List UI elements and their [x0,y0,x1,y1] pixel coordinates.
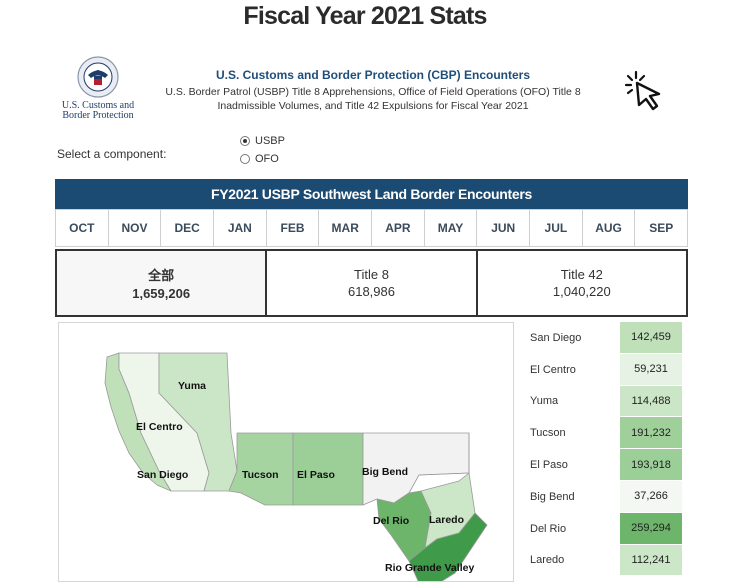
sector-map-svg: Yuma El Centro San Diego Tucson El Paso … [104,352,488,581]
sector-table: San Diego 142,459 El Centro 59,231 Yuma … [522,322,682,577]
tab-nov[interactable]: NOV [107,209,162,247]
header-subtitle-line2: Inadmissible Volumes, and Title 42 Expul… [217,100,529,112]
total-title8-cell[interactable]: Title 8 618,986 [265,251,475,315]
tab-may[interactable]: MAY [423,209,478,247]
radio-label-usbp: USBP [255,135,285,147]
sector-name: Yuma [530,395,559,408]
month-tabs: OCT NOV DEC JAN FEB MAR APR MAY JUN JUL … [55,209,689,247]
logo-text-line1: U.S. Customs and [61,100,135,111]
sector-name: Del Rio [530,522,567,535]
sector-row[interactable]: Laredo 112,241 [522,544,682,577]
sector-name: Big Bend [530,490,575,503]
click-cursor-icon [622,68,668,112]
header-block: U.S. Customs and Border Protection (CBP)… [148,68,598,113]
total-title42-label: Title 42 [560,267,603,282]
total-title42-cell[interactable]: Title 42 1,040,220 [475,251,686,315]
radio-label-ofo: OFO [255,153,279,165]
logo-text-line2: Border Protection [62,110,134,121]
sector-value: 59,231 [620,353,682,386]
component-select-label: Select a component: [57,147,167,161]
sector-name: Laredo [530,554,565,567]
map-sector-north-texas [418,432,470,476]
sector-value: 114,488 [620,385,682,418]
tab-apr[interactable]: APR [371,209,425,247]
map-label-el-centro: El Centro [136,421,183,433]
total-all-label: 全部 [148,268,175,283]
totals-row: 全部 1,659,206 Title 8 618,986 Title 42 1,… [55,249,688,317]
sector-row[interactable]: San Diego 142,459 [522,322,682,354]
sector-row[interactable]: El Paso 193,918 [522,449,682,481]
sector-name: San Diego [530,331,582,344]
page-title: Fiscal Year 2021 Stats [243,2,487,30]
sector-value: 259,294 [620,512,682,545]
sector-value: 37,266 [620,480,682,513]
sector-value: 191,232 [620,417,682,450]
total-title42-value: 1,040,220 [552,284,611,299]
total-title8-value: 618,986 [347,284,395,299]
map-label-rio-grande-valley: Rio Grande Valley [385,562,474,574]
header-title: U.S. Customs and Border Protection (CBP)… [215,68,531,82]
sector-name: Tucson [530,427,566,440]
sector-name: El Paso [530,459,568,472]
map-label-yuma: Yuma [178,380,206,392]
map-label-el-paso: El Paso [297,469,335,481]
tab-sep[interactable]: SEP [634,209,689,247]
map-label-san-diego: San Diego [137,469,188,481]
total-all-cell[interactable]: 全部 1,659,206 [57,251,266,315]
sector-map: Yuma El Centro San Diego Tucson El Paso … [58,322,514,582]
radio-button-checked[interactable] [240,136,250,146]
sector-row[interactable]: Yuma 114,488 [522,385,682,418]
radio-usbp[interactable]: USBP [240,135,285,147]
tab-jan[interactable]: JAN [213,209,267,247]
map-label-laredo: Laredo [429,514,464,526]
map-label-del-rio: Del Rio [373,515,409,527]
cbp-seal-icon [77,56,119,98]
sector-row[interactable]: Tucson 191,232 [522,417,682,450]
map-label-tucson: Tucson [242,469,279,481]
sector-row[interactable]: Del Rio 259,294 [522,512,682,545]
radio-button-unchecked[interactable] [240,154,250,164]
total-all-value: 1,659,206 [132,286,191,301]
total-title8-label: Title 8 [354,267,389,282]
tab-aug[interactable]: AUG [581,209,636,247]
tab-feb[interactable]: FEB [265,209,320,247]
sector-name: El Centro [530,363,576,376]
sector-row[interactable]: Big Bend 37,266 [522,480,682,513]
tab-mar[interactable]: MAR [318,209,373,247]
map-label-big-bend: Big Bend [362,466,408,478]
cbp-logo: U.S. Customs and Border Protection [57,56,139,126]
radio-ofo[interactable]: OFO [240,153,279,165]
map-sector-yuma [158,352,238,492]
header-subtitle-line1: U.S. Border Patrol (USBP) Title 8 Appreh… [165,86,581,98]
sector-value: 193,918 [620,449,682,481]
sector-row[interactable]: El Centro 59,231 [522,353,682,386]
section-banner: FY2021 USBP Southwest Land Border Encoun… [55,179,688,209]
sector-value: 142,459 [620,322,682,354]
tab-jun[interactable]: JUN [476,209,531,247]
tab-dec[interactable]: DEC [160,209,215,247]
tab-oct[interactable]: OCT [55,209,109,247]
sector-value: 112,241 [620,544,682,577]
tab-jul[interactable]: JUL [529,209,583,247]
